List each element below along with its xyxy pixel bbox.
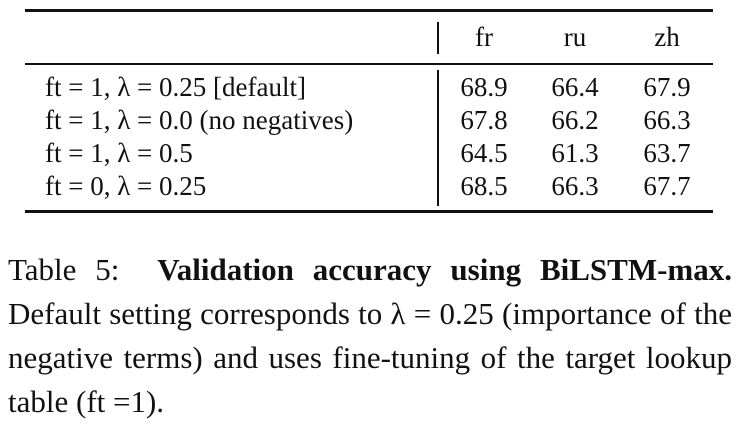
cell-value: 66.4 [551, 72, 599, 102]
column-header: zh [654, 22, 680, 52]
caption-label: Table 5: [8, 252, 120, 287]
top-rule [25, 9, 713, 12]
cell-value: 66.2 [551, 105, 599, 135]
bottom-rule [25, 210, 713, 213]
caption-text: Default setting corresponds to λ = 0.25 … [8, 296, 732, 419]
caption: Table 5: Validation accuracy using BiLST… [8, 248, 732, 424]
column-separator [437, 70, 439, 206]
row-label: ft = 1, λ = 0.0 (no negatives) [45, 105, 354, 135]
mid-rule [25, 63, 713, 65]
column-header: fr [475, 22, 493, 52]
column-header: ru [563, 22, 587, 52]
cell-value: 66.3 [643, 105, 691, 135]
caption-title: Validation accuracy using BiLSTM-max. [157, 252, 733, 287]
cell-value: 61.3 [551, 138, 599, 168]
cell-value: 64.5 [460, 138, 508, 168]
cell-value: 67.9 [643, 72, 691, 102]
row-label: ft = 1, λ = 0.25 [default] [45, 72, 306, 102]
column-separator [437, 22, 439, 54]
cell-value: 68.5 [460, 171, 508, 201]
row-label: ft = 0, λ = 0.25 [45, 171, 207, 201]
row-label: ft = 1, λ = 0.5 [45, 138, 193, 168]
cell-value: 67.8 [460, 105, 508, 135]
cell-value: 63.7 [643, 138, 691, 168]
cell-value: 68.9 [460, 72, 508, 102]
cell-value: 67.7 [643, 171, 691, 201]
cell-value: 66.3 [551, 171, 599, 201]
